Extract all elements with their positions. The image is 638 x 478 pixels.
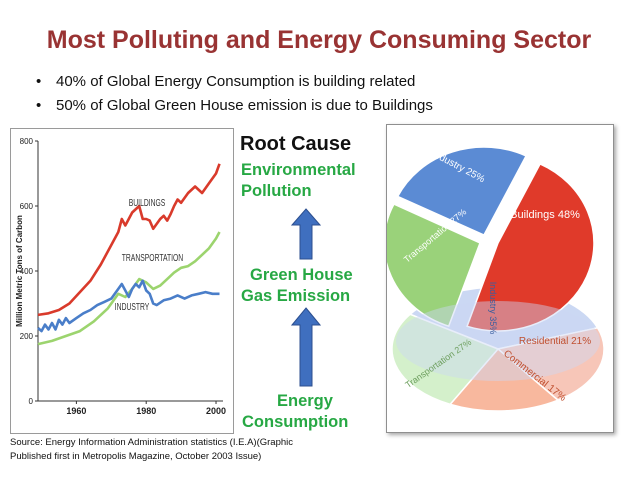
pie-slice-commercial-bottom [448,347,560,412]
x-tick-label: 1980 [136,406,156,416]
x-tick-label: 1960 [66,406,86,416]
root-cause-heading: Root Cause [240,133,352,155]
up-arrow-icon [291,307,321,387]
pie-label-residential-bottom: Residential 21% [519,336,591,347]
ghg-line-1: Green House [250,266,353,284]
source-line-2: Published first in Metropolis Magazine, … [10,451,262,462]
green-house-gas-label: Green House Gas Emission [241,265,381,307]
pie-label-buildings-top: Buildings 48% [510,209,580,221]
slide-title: Most Polluting and Energy Consuming Sect… [46,26,592,54]
line-chart-svg: 0 200 400 600 800 1960 1980 2000 Million Metric … [15,137,226,416]
y-tick-label: 400 [20,267,34,276]
series-line-industry [37,279,220,333]
up-arrow-icon [291,208,321,260]
pie-slice-transportation-bottom [391,313,500,406]
env-line-1: Environmental [241,161,356,179]
pie-overlap-shade [396,301,600,381]
bullet-energy-consumption: • 40% of Global Energy Consumption is bui… [36,73,415,90]
y-axis-label: Million Metric Tons of Carbon [15,215,24,327]
y-tick-label: 800 [20,137,34,146]
series-label-buildings: BUILDINGS [129,197,166,209]
bullet-greenhouse-emission: • 50% of Global Green House emission is d… [36,97,433,114]
pie-slice-transportation-top [383,203,481,328]
source-citation: Source: Energy Information Administratio… [10,436,340,464]
pie-charts-panel: Industry 25% Buildings 48% Transportation … [383,124,614,433]
energy-line-2: Consumption [242,413,349,431]
series-line-buildings [37,163,221,317]
line-chart: 0 200 400 600 800 1960 1980 2000 Million Metric … [10,128,234,434]
source-line-1: Source: Energy Information Administratio… [10,437,293,448]
bullet-dot: • [36,97,42,114]
pie-slice-buildings-top [466,162,595,332]
bullet-text: 50% of Global Green House emission is du… [56,97,433,114]
y-tick-label: 0 [29,397,34,406]
y-tick-label: 200 [20,332,34,341]
ghg-line-2: Gas Emission [241,287,351,305]
series-label-industry: INDUSTRY [115,301,150,313]
pie-charts-svg: Industry 25%Buildings 48%Transportation … [383,146,605,412]
series-line-transportation [37,231,221,346]
bullet-text: 40% of Global Energy Consumption is buil… [56,73,416,90]
x-tick-label: 2000 [206,406,226,416]
environmental-pollution-label: Environmental Pollution [241,160,381,202]
pie-slice-residential-bottom [496,326,605,402]
pie-label-industry-bottom: Industry 35% [488,282,498,335]
energy-line-1: Energy [277,392,333,410]
series-label-transportation: TRANSPORTATION [122,252,183,264]
y-tick-label: 600 [20,202,34,211]
env-line-2: Pollution [241,182,312,200]
energy-consumption-label: Energy Consumption [242,391,372,433]
bullet-dot: • [36,73,42,90]
pie-slice-industry-top [396,146,528,236]
